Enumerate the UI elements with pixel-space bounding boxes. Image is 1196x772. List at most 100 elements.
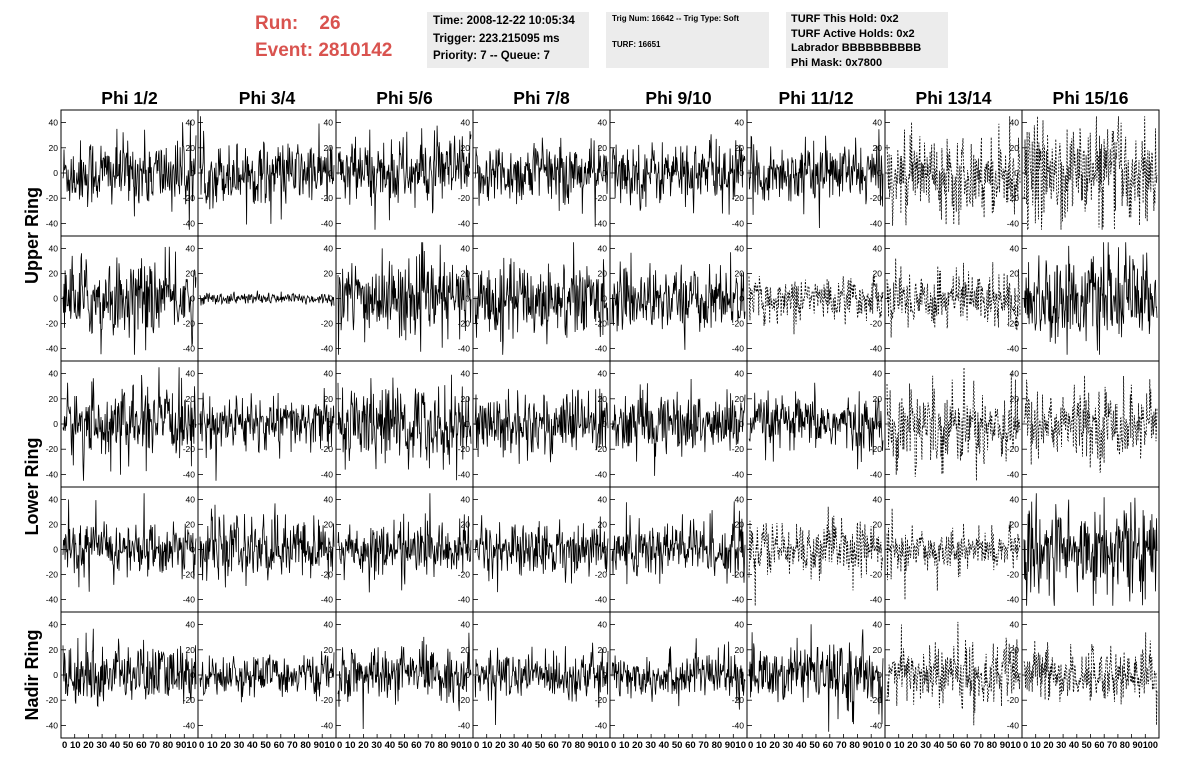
- y-tick-label: -40: [1007, 218, 1020, 228]
- y-tick-label: -40: [183, 720, 196, 730]
- y-tick-label: -40: [870, 595, 883, 605]
- y-tick-label: 40: [735, 620, 745, 630]
- y-tick-label: -40: [732, 469, 745, 479]
- phi-label: Phi 9/10: [645, 88, 711, 108]
- y-tick-label: -40: [183, 218, 196, 228]
- y-tick-label: 0: [328, 419, 333, 429]
- y-tick-label: -20: [870, 319, 883, 329]
- waveform-trace: [1023, 116, 1158, 231]
- y-tick-label: -20: [595, 193, 608, 203]
- y-tick-label: -40: [46, 344, 59, 354]
- y-tick-label: 20: [735, 520, 745, 530]
- turf-this-hold-text: TURF This Hold: 0x2: [791, 13, 899, 25]
- trig-num-text: Trig Num: 16642 -- Trig Type: Soft: [612, 14, 739, 23]
- y-tick-label: -20: [732, 319, 745, 329]
- y-tick-label: -40: [1007, 595, 1020, 605]
- y-tick-label: 20: [1010, 143, 1020, 153]
- waveform-trace: [337, 125, 472, 230]
- x-tick-labels: 0 10 20 30 40 50 60 70 80 9010: [886, 740, 1021, 751]
- y-tick-label: -40: [458, 218, 471, 228]
- y-tick-label: 20: [598, 269, 608, 279]
- run-label: Run:: [255, 13, 299, 34]
- y-tick-label: -40: [46, 469, 59, 479]
- y-tick-label: -20: [321, 193, 334, 203]
- y-tick-label: 0: [328, 670, 333, 680]
- y-tick-label: -40: [732, 344, 745, 354]
- y-tick-label: 0: [877, 294, 882, 304]
- y-tick-label: 20: [461, 143, 471, 153]
- y-tick-label: -40: [595, 469, 608, 479]
- waveform-trace: [748, 624, 884, 732]
- y-tick-label: -40: [458, 344, 471, 354]
- phi-label: Phi 1/2: [101, 88, 158, 108]
- y-tick-label: 20: [461, 269, 471, 279]
- waveform-trace: [748, 506, 884, 606]
- turf-active-holds-text: TURF Active Holds: 0x2: [791, 27, 915, 40]
- waveform-trace: [886, 367, 1021, 481]
- y-tick-label: 0: [739, 168, 744, 178]
- y-tick-label: -20: [321, 319, 334, 329]
- y-tick-label: 0: [602, 419, 607, 429]
- ring-label: Upper Ring: [22, 187, 42, 284]
- y-tick-label: 40: [49, 620, 59, 630]
- waveform-trace: [62, 628, 197, 708]
- y-tick-label: 20: [873, 269, 883, 279]
- y-tick-label: 40: [873, 620, 883, 630]
- y-tick-label: 20: [49, 520, 59, 530]
- y-tick-label: 20: [186, 645, 196, 655]
- waveform-trace: [748, 273, 884, 335]
- y-tick-label: -20: [458, 570, 471, 580]
- y-tick-label: -40: [183, 595, 196, 605]
- y-tick-label: 0: [1014, 168, 1019, 178]
- y-tick-label: -20: [870, 570, 883, 580]
- y-tick-label: 40: [873, 118, 883, 128]
- y-tick-label: -40: [321, 595, 334, 605]
- priority-text: Priority: 7 -- Queue: 7: [433, 50, 550, 62]
- y-tick-label: 20: [186, 394, 196, 404]
- y-tick-label: -20: [321, 570, 334, 580]
- y-tick-label: 40: [324, 369, 334, 379]
- y-tick-label: 40: [873, 369, 883, 379]
- y-tick-label: -40: [458, 469, 471, 479]
- y-tick-label: 20: [324, 520, 334, 530]
- waveform-trace: [199, 116, 335, 225]
- y-tick-label: -20: [1007, 319, 1020, 329]
- y-tick-label: -20: [732, 193, 745, 203]
- y-tick-label: 20: [598, 645, 608, 655]
- y-tick-label: -40: [595, 344, 608, 354]
- y-tick-label: 0: [190, 419, 195, 429]
- y-tick-label: 40: [598, 244, 608, 254]
- y-tick-label: 20: [461, 520, 471, 530]
- y-tick-label: 20: [598, 520, 608, 530]
- waveform-trace: [611, 501, 746, 585]
- y-tick-label: 20: [598, 394, 608, 404]
- y-tick-label: 20: [324, 143, 334, 153]
- waveform-trace: [886, 116, 1021, 226]
- y-tick-label: 20: [186, 143, 196, 153]
- y-tick-label: -40: [321, 344, 334, 354]
- y-tick-label: -40: [595, 595, 608, 605]
- y-tick-label: 40: [461, 244, 471, 254]
- y-tick-label: -20: [46, 570, 59, 580]
- y-tick-label: 40: [873, 244, 883, 254]
- waveform-trace: [337, 242, 472, 355]
- x-tick-labels: 0 10 20 30 40 50 60 70 80 9010: [611, 740, 746, 751]
- y-tick-label: -20: [595, 570, 608, 580]
- panel-frame: [884, 235, 1023, 362]
- y-tick-label: 40: [1010, 369, 1020, 379]
- y-tick-label: 0: [465, 545, 470, 555]
- x-tick-labels: 0 10 20 30 40 50 60 70 80 9010: [748, 740, 884, 751]
- y-tick-label: 0: [739, 294, 744, 304]
- y-tick-label: -40: [183, 469, 196, 479]
- y-tick-label: 40: [1010, 495, 1020, 505]
- phi-label: Phi 3/4: [239, 88, 296, 108]
- y-tick-label: 20: [324, 645, 334, 655]
- phi-label: Phi 11/12: [779, 88, 854, 108]
- y-tick-label: 20: [1010, 269, 1020, 279]
- phi-label: Phi 13/14: [916, 88, 992, 108]
- y-tick-label: 20: [735, 394, 745, 404]
- y-tick-label: -20: [870, 444, 883, 454]
- y-tick-label: 0: [1014, 670, 1019, 680]
- y-tick-label: 0: [602, 168, 607, 178]
- y-tick-label: 0: [328, 168, 333, 178]
